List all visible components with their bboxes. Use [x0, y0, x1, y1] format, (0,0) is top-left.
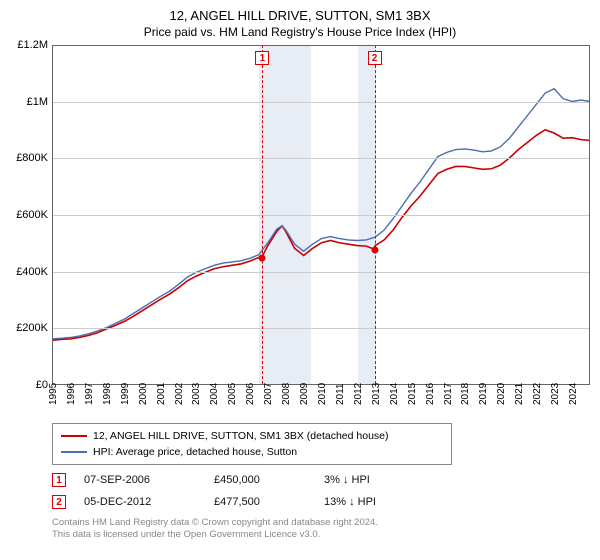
transaction-row: 1 07-SEP-2006£450,0003% ↓ HPI	[52, 469, 590, 491]
x-tick-label: 2018	[460, 383, 471, 405]
footer: Contains HM Land Registry data © Crown c…	[52, 517, 590, 541]
x-tick-label: 2019	[478, 383, 489, 405]
x-tick-label: 2012	[353, 383, 364, 405]
transaction-table: 1 07-SEP-2006£450,0003% ↓ HPI 2 05-DEC-2012…	[52, 469, 590, 513]
gridline	[53, 158, 590, 159]
x-tick-label: 2003	[191, 383, 202, 405]
x-tick-label: 2007	[263, 383, 274, 405]
transaction-price: £477,500	[214, 496, 324, 508]
x-tick-label: 2023	[550, 383, 561, 405]
transaction-row: 2 05-DEC-2012£477,50013% ↓ HPI	[52, 491, 590, 513]
y-axis: £0£200K£400K£600K£800K£1M£1.2M	[10, 45, 52, 385]
x-tick-label: 2014	[389, 383, 400, 405]
y-tick-label: £200K	[16, 322, 48, 334]
legend-swatch	[61, 435, 87, 437]
legend-label: 12, ANGEL HILL DRIVE, SUTTON, SM1 3BX (d…	[93, 430, 389, 442]
gridline	[53, 102, 590, 103]
y-tick-label: £1.2M	[17, 39, 48, 51]
gridline	[53, 215, 590, 216]
event-line	[262, 45, 263, 384]
x-tick-label: 2011	[335, 383, 346, 405]
chart-subtitle: Price paid vs. HM Land Registry's House …	[10, 25, 590, 39]
x-tick-label: 2020	[496, 383, 507, 405]
transaction-pct: 3% ↓ HPI	[324, 474, 434, 486]
chart-title: 12, ANGEL HILL DRIVE, SUTTON, SM1 3BX	[10, 8, 590, 23]
footer-line2: This data is licensed under the Open Gov…	[52, 529, 590, 541]
y-tick-label: £400K	[16, 266, 48, 278]
x-tick-label: 1996	[66, 383, 77, 405]
series-line	[53, 89, 590, 339]
x-tick-label: 1997	[84, 383, 95, 405]
legend-item: 12, ANGEL HILL DRIVE, SUTTON, SM1 3BX (d…	[61, 428, 443, 444]
transaction-price: £450,000	[214, 474, 324, 486]
x-tick-label: 2022	[532, 383, 543, 405]
transaction-date: 05-DEC-2012	[84, 496, 214, 508]
legend-swatch	[61, 451, 87, 453]
y-tick-label: £800K	[16, 152, 48, 164]
legend: 12, ANGEL HILL DRIVE, SUTTON, SM1 3BX (d…	[52, 423, 452, 465]
legend-label: HPI: Average price, detached house, Sutt…	[93, 446, 297, 458]
series-line	[53, 130, 590, 340]
event-marker: 2	[368, 51, 382, 65]
gridline	[53, 272, 590, 273]
transaction-pct: 13% ↓ HPI	[324, 496, 434, 508]
y-tick-label: £0	[36, 379, 48, 391]
event-dot	[371, 246, 378, 253]
x-tick-label: 2015	[407, 383, 418, 405]
x-tick-label: 2016	[425, 383, 436, 405]
event-line	[375, 45, 376, 384]
plot-region: 12	[52, 45, 590, 385]
transaction-date: 07-SEP-2006	[84, 474, 214, 486]
gridline	[53, 328, 590, 329]
x-tick-label: 2021	[514, 383, 525, 405]
event-marker: 1	[255, 51, 269, 65]
transaction-marker: 2	[52, 495, 66, 509]
transaction-marker: 1	[52, 473, 66, 487]
x-tick-label: 1995	[48, 383, 59, 405]
x-tick-label: 1999	[120, 383, 131, 405]
x-tick-label: 2001	[156, 383, 167, 405]
x-tick-label: 2008	[281, 383, 292, 405]
x-tick-label: 2004	[209, 383, 220, 405]
legend-item: HPI: Average price, detached house, Sutt…	[61, 444, 443, 460]
x-tick-label: 2024	[568, 383, 579, 405]
x-axis: 1995199619971998199920002001200220032004…	[52, 385, 590, 415]
gridline	[53, 45, 590, 46]
x-tick-label: 2009	[299, 383, 310, 405]
event-dot	[259, 254, 266, 261]
x-tick-label: 2005	[227, 383, 238, 405]
x-tick-label: 2002	[174, 383, 185, 405]
footer-line1: Contains HM Land Registry data © Crown c…	[52, 517, 590, 529]
x-tick-label: 2000	[138, 383, 149, 405]
y-tick-label: £1M	[27, 96, 48, 108]
chart-area: £0£200K£400K£600K£800K£1M£1.2M 12 199519…	[10, 45, 590, 415]
y-tick-label: £600K	[16, 209, 48, 221]
x-tick-label: 2013	[371, 383, 382, 405]
x-tick-label: 2006	[245, 383, 256, 405]
x-tick-label: 1998	[102, 383, 113, 405]
x-tick-label: 2010	[317, 383, 328, 405]
x-tick-label: 2017	[443, 383, 454, 405]
